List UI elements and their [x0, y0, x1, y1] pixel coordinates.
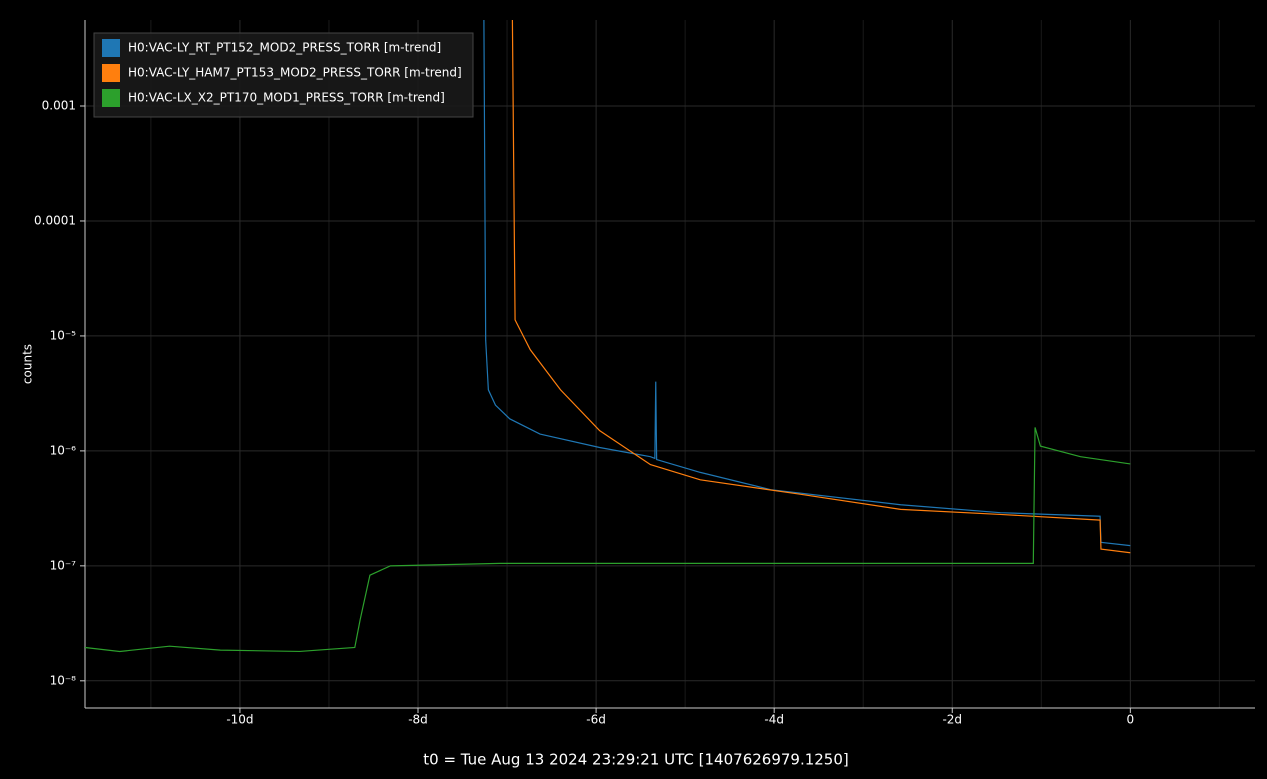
- y-tick-label: 10⁻⁸: [50, 673, 77, 687]
- y-tick-label: 10⁻⁶: [50, 443, 77, 457]
- y-tick-label: 10⁻⁵: [50, 328, 77, 342]
- y-tick-label: 10⁻⁷: [50, 558, 77, 572]
- legend: H0:VAC-LY_RT_PT152_MOD2_PRESS_TORR [m-tr…: [93, 32, 474, 118]
- y-tick-label: 0.0001: [34, 213, 76, 227]
- y-axis-label: counts: [21, 344, 35, 384]
- x-tick-label: 0: [1127, 713, 1135, 727]
- series-line: [85, 427, 1131, 653]
- x-tick-label: -4d: [764, 713, 784, 727]
- legend-box: [93, 32, 474, 118]
- x-tick-label: -8d: [408, 713, 428, 727]
- legend-swatch: [102, 64, 120, 82]
- y-tick-label: 0.001: [42, 99, 76, 113]
- legend-swatch: [102, 89, 120, 107]
- x-axis-label: t0 = Tue Aug 13 2024 23:29:21 UTC [14076…: [423, 751, 849, 769]
- x-tick-label: -6d: [586, 713, 606, 727]
- series-line: [511, 20, 1131, 554]
- legend-swatch: [102, 39, 120, 57]
- series-line: [483, 20, 1131, 547]
- legend-label: H0:VAC-LX_X2_PT170_MOD1_PRESS_TORR [m-tr…: [128, 91, 445, 105]
- legend-label: H0:VAC-LY_HAM7_PT153_MOD2_PRESS_TORR [m-…: [128, 66, 462, 80]
- x-tick-label: -2d: [942, 713, 962, 727]
- plot-area: [85, 20, 1131, 653]
- legend-label: H0:VAC-LY_RT_PT152_MOD2_PRESS_TORR [m-tr…: [128, 41, 441, 55]
- x-tick-label: -10d: [226, 713, 253, 727]
